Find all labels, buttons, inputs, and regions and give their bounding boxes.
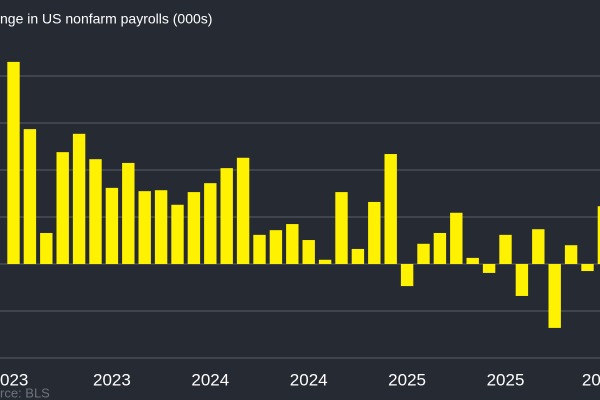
- bar: [105, 187, 119, 264]
- x-tick-label: 2025: [388, 370, 426, 389]
- bar: [253, 234, 266, 264]
- bar: [482, 264, 496, 273]
- bar: [171, 204, 184, 264]
- bar: [384, 154, 397, 264]
- bar: [564, 245, 578, 264]
- bar: [597, 206, 600, 264]
- bar: [40, 232, 53, 264]
- bar: [187, 192, 201, 264]
- bar: [466, 257, 479, 264]
- bar: [7, 61, 20, 265]
- bar: [89, 159, 102, 264]
- bar: [286, 224, 299, 264]
- x-tick-label: 20: [582, 370, 600, 389]
- bar: [368, 201, 381, 264]
- bar: [236, 157, 250, 264]
- bar: [433, 232, 447, 264]
- bar: [499, 234, 512, 264]
- bar: [351, 248, 365, 264]
- source-note: rce: BLS: [0, 385, 50, 400]
- bar: [220, 168, 233, 264]
- bar: [335, 192, 348, 264]
- bar: [532, 229, 545, 264]
- bar: [515, 264, 529, 296]
- chart-title: nge in US nonfarm payrolls (000s): [0, 11, 212, 27]
- bar: [23, 129, 37, 264]
- x-tick-label: 2024: [290, 370, 328, 389]
- x-tick-label: 2024: [191, 370, 229, 389]
- bar: [56, 152, 69, 264]
- bar: [72, 133, 86, 264]
- x-tick-label: 023: [0, 370, 28, 389]
- bar: [450, 212, 463, 264]
- bar: [122, 162, 135, 264]
- bar: [400, 264, 414, 287]
- bar: [548, 264, 561, 328]
- bar: [417, 243, 430, 264]
- bar: [138, 191, 151, 264]
- bar: [318, 259, 332, 264]
- bar: [154, 190, 168, 264]
- bar: [204, 183, 217, 264]
- bar: [269, 230, 283, 264]
- x-tick-label: 2025: [487, 370, 525, 389]
- x-tick-label: 2023: [93, 370, 131, 389]
- bar: [302, 240, 315, 264]
- bar: [581, 264, 594, 272]
